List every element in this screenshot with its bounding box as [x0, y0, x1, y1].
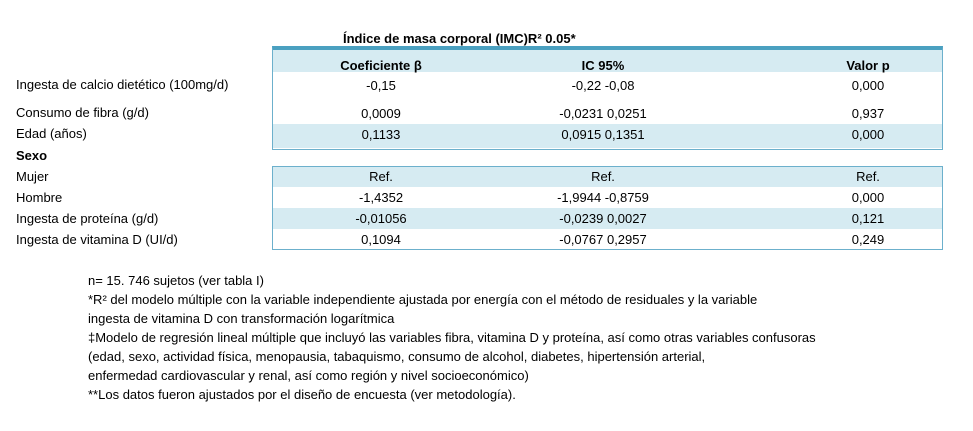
cell-coef: -0,01056	[355, 211, 407, 226]
table-row: -1,4352 -1,9944 -0,8759 0,000	[273, 188, 942, 208]
cell-coef: 0,1094	[361, 232, 401, 247]
cell-coef: -0,15	[366, 78, 396, 93]
table-title: Índice de masa corporal (IMC)R² 0.05*	[343, 31, 576, 46]
cell-coef: Ref.	[369, 169, 393, 184]
footnote-r2: *R² del modelo múltiple con la variable …	[88, 292, 758, 307]
header-row: Coeficiente β IC 95% Valor p	[273, 56, 942, 76]
footnote-model-cont-1: (edad, sexo, actividad física, menopausi…	[88, 349, 706, 364]
header-ic: IC 95%	[581, 58, 625, 73]
cell-coef: 0,1133	[361, 127, 401, 142]
cell-p: Ref.	[856, 169, 880, 184]
cell-ic: Ref.	[591, 169, 615, 184]
footnotes: n= 15. 746 sujetos (ver tabla I) *R² del…	[88, 271, 816, 404]
row-label-hombre: Hombre	[16, 190, 63, 205]
table-row: 0,0009 -0,0231 0,0251 0,937	[273, 104, 942, 124]
row-label-vitamina-d: Ingesta de vitamina D (UI/d)	[16, 232, 178, 247]
cell-ic: -0,0231 0,0251	[559, 106, 647, 121]
header-coeficiente: Coeficiente β	[340, 58, 422, 73]
cell-p: 0,000	[851, 78, 885, 93]
row-band-mujer	[273, 167, 942, 187]
cell-ic: -0,0239 0,0027	[559, 211, 647, 226]
table-row: 0,1133 0,0915 0,1351 0,000	[273, 125, 942, 145]
table-row: 0,1094 -0,0767 0,2957 0,249	[273, 230, 942, 250]
row-band-edad	[273, 124, 942, 148]
cell-p: 0,249	[851, 232, 885, 247]
cell-coef: 0,0009	[361, 106, 401, 121]
cell-ic: -0,22 -0,08	[571, 78, 635, 93]
results-table-lower: Ref. Ref. Ref. -1,4352 -1,9944 -0,8759 0…	[272, 166, 943, 250]
cell-p: 0,937	[851, 106, 885, 121]
footnote-r2-cont: ingesta de vitamina D con transformación…	[88, 311, 395, 326]
cell-p: 0,000	[851, 127, 885, 142]
table-row: -0,01056 -0,0239 0,0027 0,121	[273, 209, 942, 229]
row-label-calcio: Ingesta de calcio dietético (100mg/d)	[16, 77, 229, 92]
header-valor-p: Valor p	[846, 58, 890, 73]
cell-p: 0,000	[851, 190, 885, 205]
table-row: Ref. Ref. Ref.	[273, 167, 942, 187]
cell-ic: -1,9944 -0,8759	[557, 190, 649, 205]
row-label-edad: Edad (años)	[16, 126, 87, 141]
row-label-proteina: Ingesta de proteína (g/d)	[16, 211, 159, 226]
results-table-upper: Coeficiente β IC 95% Valor p -0,15 -0,22…	[272, 46, 943, 150]
footnote-model-cont-2: enfermedad cardiovascular y renal, así c…	[88, 368, 529, 383]
footnote-model: ‡Modelo de regresión lineal múltiple que…	[88, 330, 816, 345]
row-band-proteina	[273, 208, 942, 229]
row-label-fibra: Consumo de fibra (g/d)	[16, 105, 149, 120]
cell-p: 0,121	[851, 211, 885, 226]
cell-ic: 0,0915 0,1351	[561, 127, 645, 142]
table-row: -0,15 -0,22 -0,08 0,000	[273, 76, 942, 96]
row-label-mujer: Mujer	[16, 169, 49, 184]
footnote-sample-size: n= 15. 746 sujetos (ver tabla I)	[88, 273, 264, 288]
cell-coef: -1,4352	[358, 190, 404, 205]
footnote-survey: **Los datos fueron ajustados por el dise…	[88, 387, 516, 402]
header-band	[273, 50, 942, 72]
row-label-sexo: Sexo	[16, 148, 48, 163]
cell-ic: -0,0767 0,2957	[559, 232, 647, 247]
